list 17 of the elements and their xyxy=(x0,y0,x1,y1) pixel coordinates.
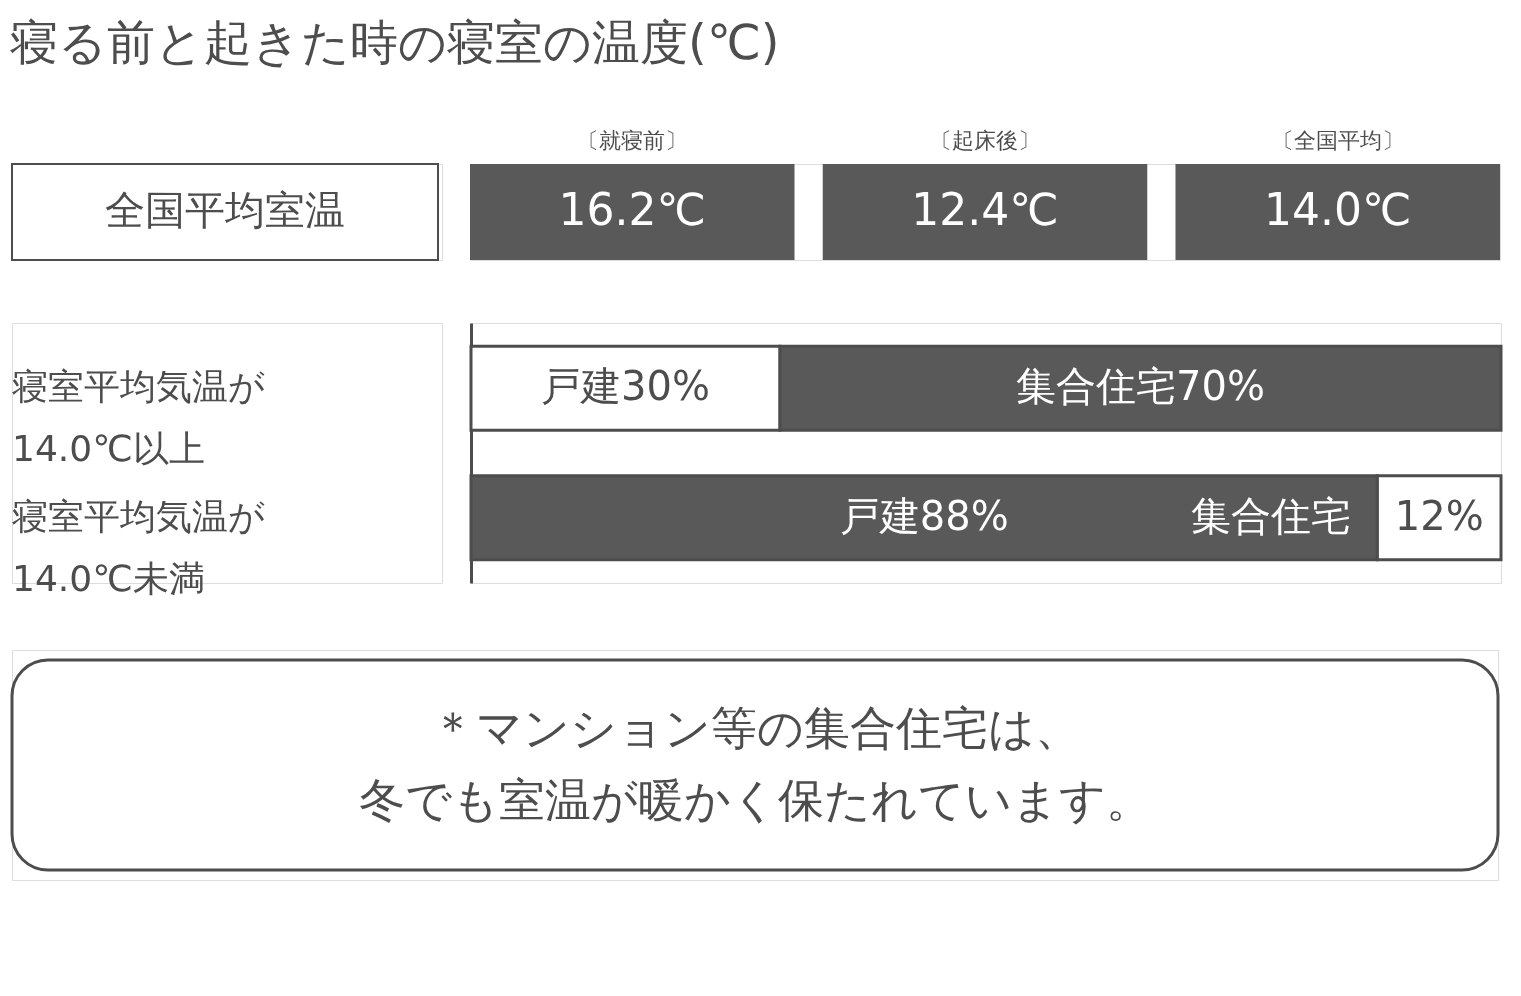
category-label: 〔起床後〕 xyxy=(930,127,1040,153)
text: ＊マンション等の集合住宅は、 xyxy=(429,701,1081,755)
data-label: 12% xyxy=(1394,492,1484,539)
text: 12.4℃ xyxy=(911,184,1059,235)
text: 寝る前と起きた時の寝室の温度(℃) xyxy=(10,13,780,70)
text: 冬でも室温が暖かく保たれています。 xyxy=(358,773,1152,827)
data-label: 集合住宅70% xyxy=(1016,363,1265,410)
data-label: 戸建88% xyxy=(839,492,1009,539)
annotation: 集合住宅 xyxy=(1191,492,1352,539)
data-label: 戸建30% xyxy=(541,363,710,410)
category-label: 〔就寝前〕 xyxy=(577,127,688,153)
text: 16.2℃ xyxy=(558,184,706,235)
text: 全国平均室温 xyxy=(105,187,345,233)
category-label: 〔全国平均〕 xyxy=(1271,127,1404,153)
y-tick-label: 寝室平均気温が 14.0℃未満 xyxy=(12,496,265,599)
y-tick-label: 寝室平均気温が 14.0℃以上 xyxy=(12,366,265,469)
text: 14.0℃ xyxy=(1264,184,1412,235)
